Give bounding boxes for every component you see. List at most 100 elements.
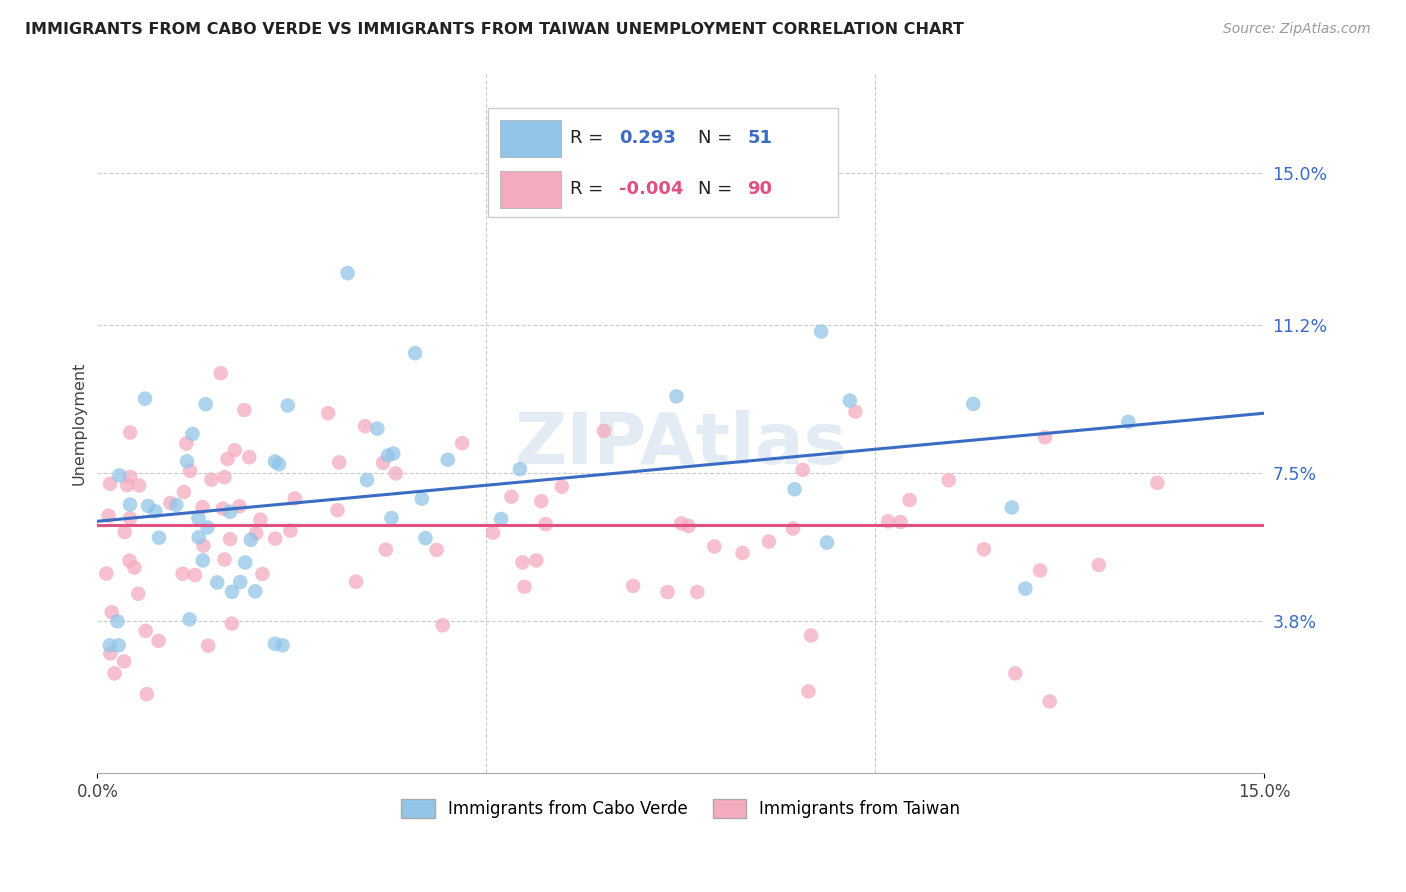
Point (179, 612, 201, 626)
Point (114, 524, 136, 539)
Point (120, 425, 142, 440)
Point (792, 463, 814, 477)
Point (245, 584, 267, 599)
Point (97, 508, 120, 523)
Point (657, 585, 679, 599)
Point (426, 542, 449, 557)
Point (134, 392, 156, 406)
Point (501, 490, 523, 504)
Point (797, 684, 820, 698)
Point (107, 638, 129, 652)
Point (962, 397, 984, 411)
Point (800, 628, 823, 642)
Point (127, 587, 149, 601)
Point (159, 496, 181, 510)
Point (513, 580, 536, 594)
Point (219, 505, 242, 519)
Point (1146, 475, 1168, 490)
Point (181, 427, 204, 442)
Point (135, 624, 157, 638)
Point (1033, 430, 1056, 444)
Point (200, 473, 222, 487)
Text: N =: N = (699, 180, 733, 198)
FancyBboxPatch shape (488, 108, 838, 217)
Point (534, 517, 557, 532)
Point (187, 530, 209, 544)
Point (224, 443, 246, 458)
Point (354, 419, 377, 434)
Point (838, 393, 860, 408)
Point (621, 579, 644, 593)
Point (671, 516, 693, 531)
Point (179, 464, 201, 478)
Point (344, 574, 367, 589)
Point (938, 473, 960, 487)
Point (118, 511, 141, 525)
Point (103, 666, 125, 681)
Point (172, 566, 194, 581)
Text: IMMIGRANTS FROM CABO VERDE VS IMMIGRANTS FROM TAIWAN UNEMPLOYMENT CORRELATION CH: IMMIGRANTS FROM CABO VERDE VS IMMIGRANTS… (25, 22, 965, 37)
Point (136, 499, 159, 513)
Point (264, 532, 287, 546)
Point (415, 531, 437, 545)
Point (128, 478, 150, 492)
Point (782, 522, 804, 536)
Point (374, 542, 396, 557)
Point (284, 491, 307, 506)
Point (194, 397, 217, 411)
Point (1088, 558, 1111, 572)
Point (108, 468, 131, 483)
Point (432, 618, 454, 632)
Point (221, 585, 243, 599)
Point (482, 525, 505, 540)
Point (115, 478, 138, 492)
Point (233, 556, 256, 570)
Text: 90: 90 (748, 180, 772, 198)
Point (120, 470, 142, 484)
Point (678, 519, 700, 533)
Point (233, 403, 256, 417)
Point (366, 422, 388, 436)
Point (530, 494, 553, 508)
Point (229, 575, 252, 590)
Point (165, 498, 187, 512)
Point (1039, 694, 1062, 708)
Text: 0.293: 0.293 (619, 129, 676, 147)
Point (404, 346, 426, 360)
Point (877, 514, 900, 528)
Point (316, 406, 339, 420)
Point (98, 638, 121, 652)
Point (239, 533, 262, 547)
Point (973, 542, 995, 557)
Point (1029, 563, 1052, 577)
Point (451, 436, 474, 450)
Point (100, 605, 122, 619)
Point (1116, 415, 1139, 429)
Point (263, 637, 285, 651)
Point (176, 454, 198, 468)
Point (1004, 666, 1026, 681)
Text: Source: ZipAtlas.com: Source: ZipAtlas.com (1223, 22, 1371, 37)
Point (245, 526, 267, 541)
Point (207, 575, 229, 590)
Point (336, 266, 359, 280)
Point (783, 482, 806, 496)
Point (184, 568, 207, 582)
Point (214, 552, 236, 566)
Point (277, 399, 299, 413)
Point (810, 325, 832, 339)
Point (252, 566, 274, 581)
Point (143, 504, 166, 518)
Point (98, 476, 121, 491)
Point (703, 540, 725, 554)
Point (193, 539, 215, 553)
FancyBboxPatch shape (501, 120, 561, 157)
Point (815, 535, 838, 549)
Point (238, 450, 260, 465)
Point (326, 503, 349, 517)
Point (217, 452, 239, 467)
Point (264, 454, 287, 468)
Point (436, 452, 458, 467)
Text: R =: R = (569, 129, 603, 147)
Point (889, 515, 911, 529)
